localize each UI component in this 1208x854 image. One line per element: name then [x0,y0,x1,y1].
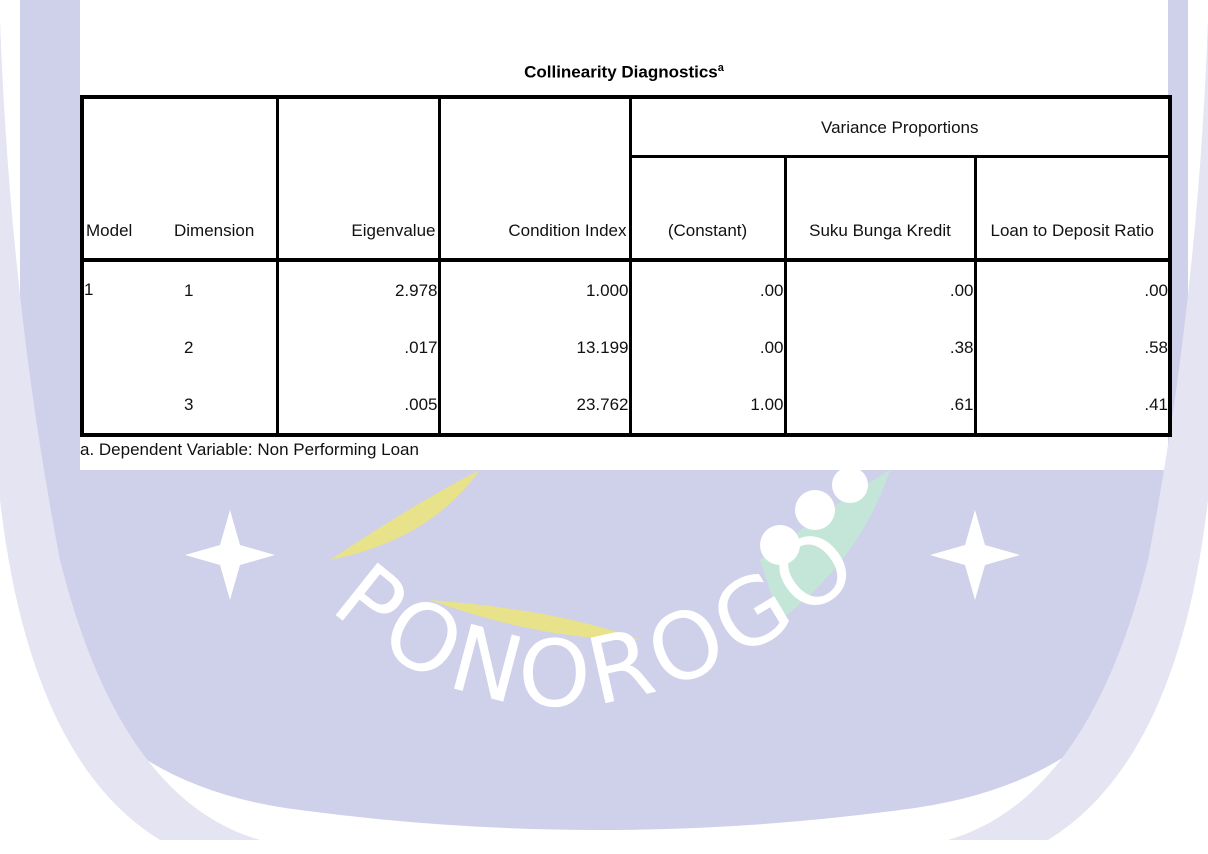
value-cell: .00 [630,260,785,319]
watermark-dot [832,467,868,503]
header-cell: Eigenvalue [277,97,439,260]
value-cell: 2.978 [277,260,439,319]
header-cell: Condition Index [439,97,630,260]
value-cell: .41 [975,376,1170,435]
value-cell: .00 [785,260,975,319]
value-cell: .017 [277,319,439,376]
header-cell: (Constant) [630,157,785,261]
value-cell: 23.762 [439,376,630,435]
dimension-cell: 2 [172,319,277,376]
table: Model Dimension Eigenvalue Condition Ind… [80,95,1172,437]
dimension-cell: 3 [172,376,277,435]
value-cell: 1.00 [630,376,785,435]
value-cell: 13.199 [439,319,630,376]
dimension-cell: 1 [172,260,277,319]
header-cell: Loan to Deposit Ratio [975,157,1170,261]
model-cell: 1 [82,260,172,435]
title-text: Collinearity Diagnostics [524,63,718,82]
header-cell: Dimension [172,97,277,260]
footnote: a. Dependent Variable: Non Performing Lo… [80,440,419,460]
value-cell: .58 [975,319,1170,376]
table-title: Collinearity Diagnosticsa [80,62,1168,83]
page: PONOROGO Collinearity Diagnosticsa Model… [0,0,1208,854]
title-note: a [718,62,724,74]
value-cell: .00 [975,260,1170,319]
header-cell: Model [82,97,172,260]
value-cell: .61 [785,376,975,435]
header-group: Variance Proportions [630,97,1170,157]
value-cell: .00 [630,319,785,376]
value-cell: 1.000 [439,260,630,319]
header-cell: Suku Bunga Kredit [785,157,975,261]
table-head: Model Dimension Eigenvalue Condition Ind… [82,97,1170,260]
value-cell: .38 [785,319,975,376]
value-cell: .005 [277,376,439,435]
